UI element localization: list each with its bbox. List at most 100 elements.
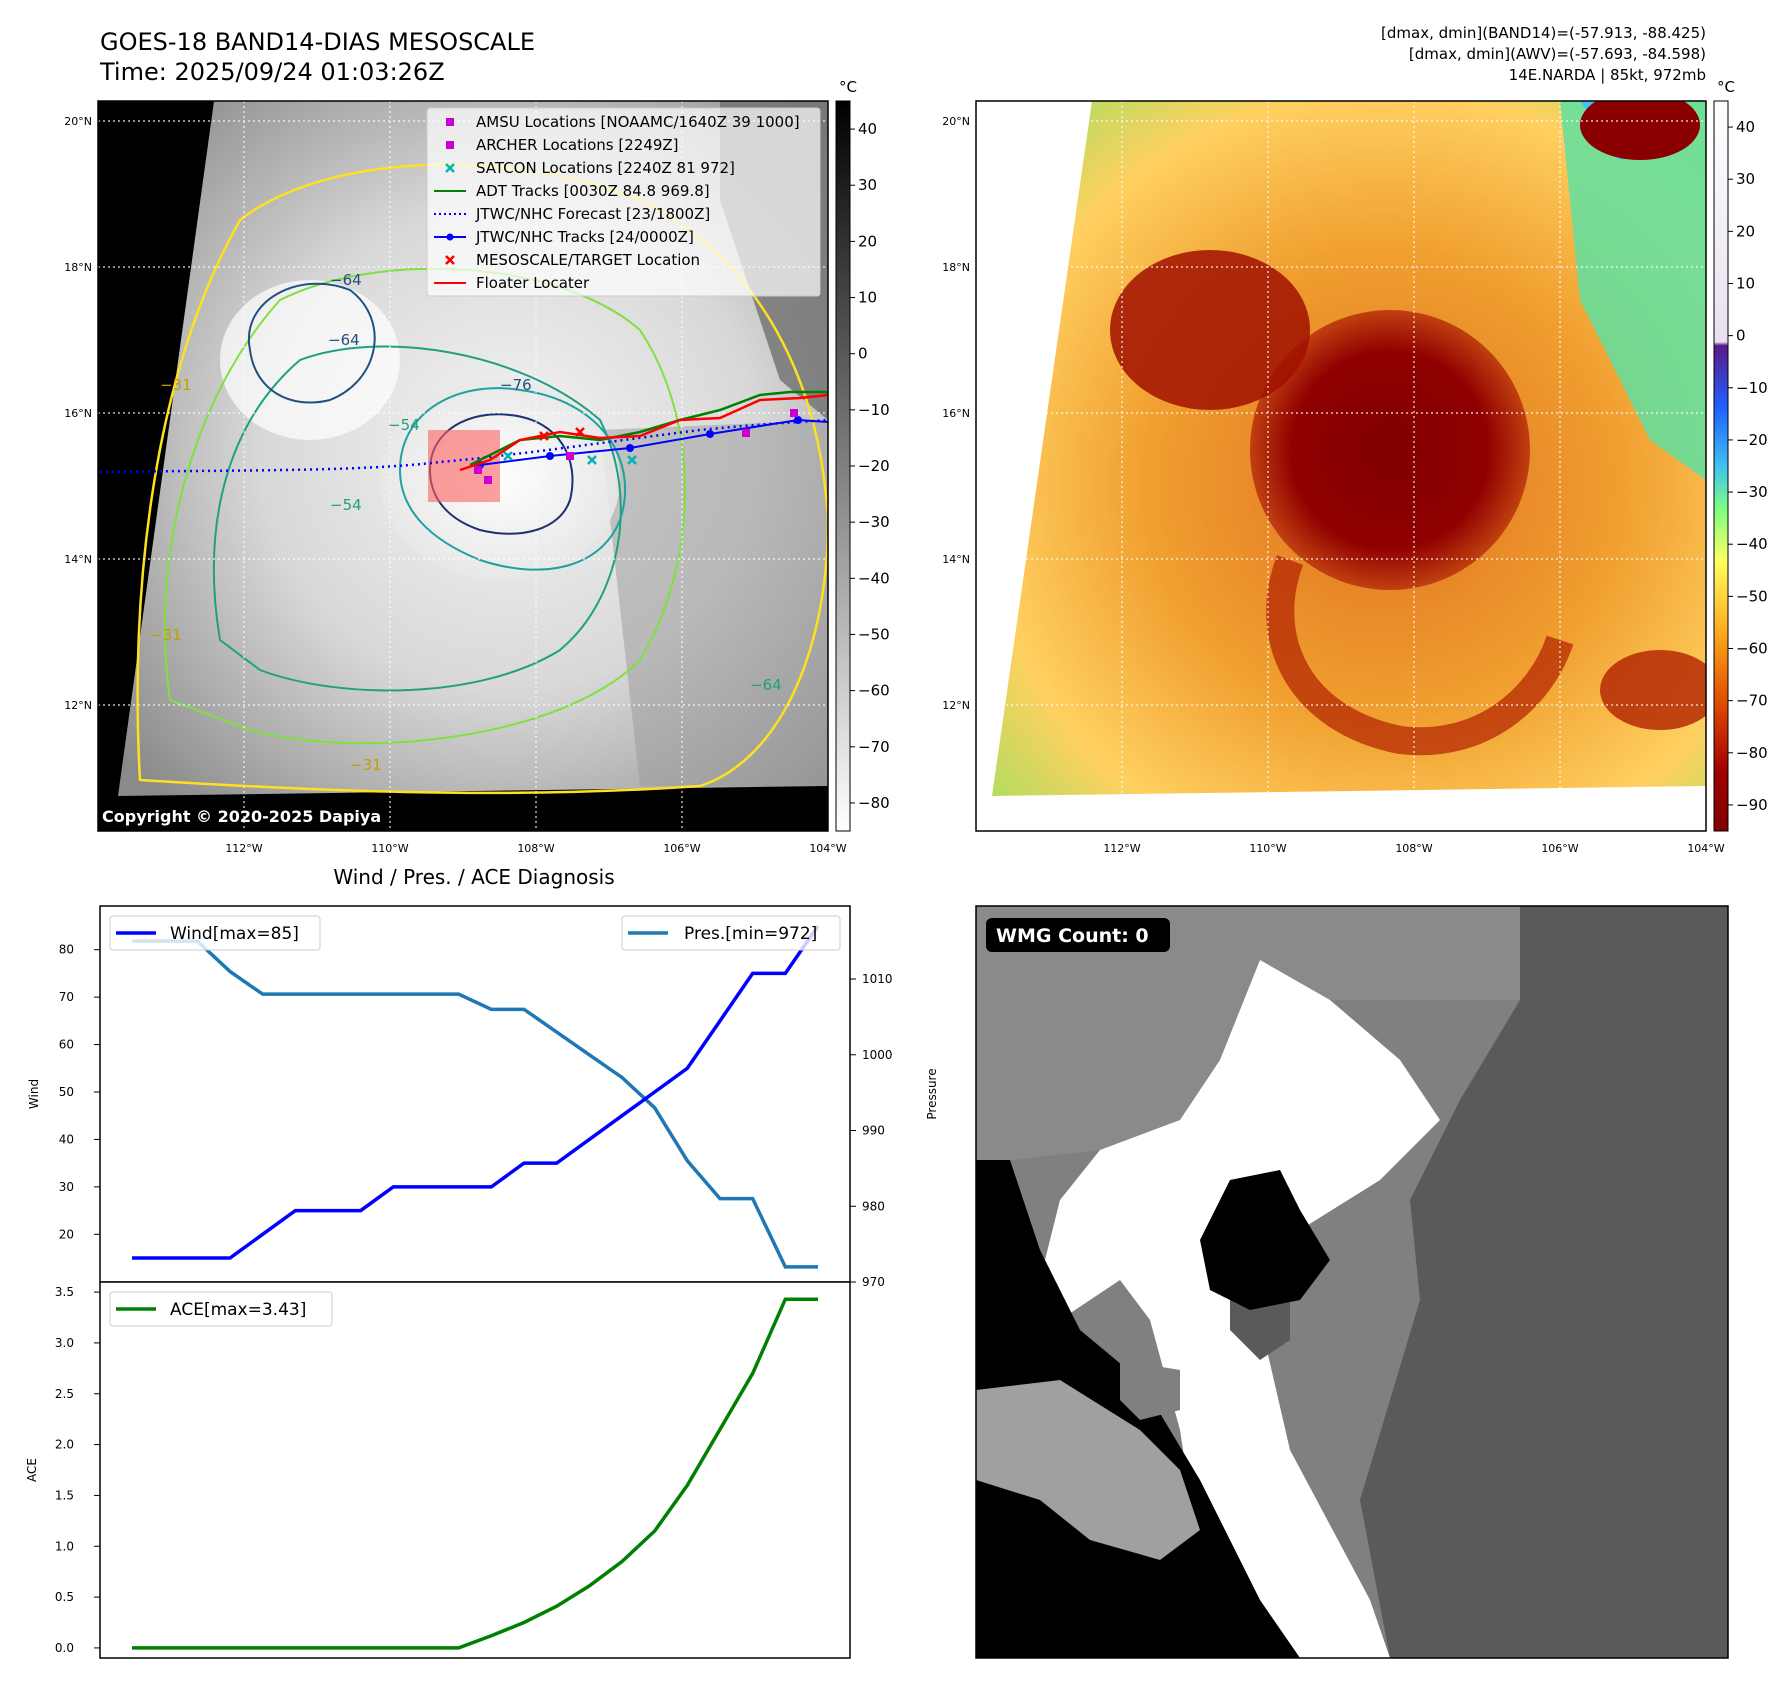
gray-colorbar-tick-label: 30	[858, 176, 877, 194]
gray-colorbar: °C 40 30 20 10 0 −10 −20 −30 −40 −50 −60 −70 −80	[835, 78, 890, 832]
lon-label: 112°W	[1103, 842, 1140, 855]
legend-label: JTWC/NHC Forecast [23/1800Z]	[475, 205, 710, 223]
pressure-axis-tick-label: 990	[862, 1124, 885, 1138]
color-colorbar-tick-label: −60	[1736, 640, 1768, 658]
floater-locater-track	[459, 393, 828, 472]
lon-label: 108°W	[517, 842, 554, 855]
contour-label: −54	[388, 416, 420, 434]
ace-axis-tick-label: 3.5	[55, 1285, 74, 1299]
map-legend-box	[426, 107, 821, 297]
ace-axis-tick-label: 1.5	[55, 1488, 74, 1502]
color-colorbar-tick-label: 40	[1736, 118, 1755, 136]
ir-map-panel: −76 −64 −64 −54 −54 −31 −31 −64 −31	[64, 100, 847, 855]
awv-map-frame	[975, 100, 1707, 832]
gray-colorbar-tick-label: −80	[858, 794, 890, 812]
pressure-axis-label: Pressure	[925, 1068, 939, 1119]
contour-label: −31	[150, 626, 182, 644]
legend-label: AMSU Locations [NOAAMC/1640Z 39 1000]	[476, 113, 800, 131]
wind-axis-tick-label: 20	[59, 1227, 74, 1241]
wmg-lightgray-patch	[976, 1380, 1200, 1560]
wind-legend-box	[109, 915, 321, 951]
gray-colorbar-tick-label: 20	[858, 232, 877, 250]
ace-legend: ACE[max=3.43]	[109, 1291, 333, 1327]
legend-marker	[446, 141, 454, 149]
ace-axis-label: ACE	[25, 1458, 39, 1482]
wmg-black-core	[1200, 1170, 1330, 1310]
ace-axis-tick-label: 2.0	[55, 1438, 74, 1452]
gray-colorbar-tick-label: 10	[858, 289, 877, 307]
info-line-2: [dmax, dmin](AWV)=(-57.693, -84.598)	[1409, 45, 1706, 63]
gray-colorbar-tick-label: −50	[858, 625, 890, 643]
awv-cold-cloud	[1110, 250, 1310, 410]
contour-minus31	[136, 163, 828, 795]
wind-axis-tick-label: 80	[59, 943, 74, 957]
wmg-darkgray-east	[1360, 906, 1728, 1658]
color-colorbar-tick-label: −50	[1736, 587, 1768, 605]
lat-label: 18°N	[64, 261, 92, 274]
awv-spiral-band	[1266, 555, 1574, 756]
color-colorbar-tick-label: −80	[1736, 744, 1768, 762]
color-colorbar-tick-label: −30	[1736, 483, 1768, 501]
contour-label: −64	[330, 271, 362, 289]
ace-axis-tick-label: 3.0	[55, 1336, 74, 1350]
contour-label: −64	[328, 331, 360, 349]
awv-map-panel: 20°N 18°N 16°N 14°N 12°N 112°W 110°W 108…	[942, 100, 1725, 855]
wmg-panel: WMG Count: 0	[975, 905, 1729, 1659]
wmg-mid-patch	[1120, 1360, 1180, 1420]
copyright-text: Copyright © 2020-2025 Dapiya	[102, 807, 381, 826]
contour-minus76	[428, 413, 574, 535]
contour-minus64-north	[247, 282, 376, 404]
lat-label: 12°N	[64, 699, 92, 712]
gray-colorbar-tick-label: 40	[858, 120, 877, 138]
lat-label: 20°N	[942, 115, 970, 128]
gray-colorbar-tick-label: −60	[858, 682, 890, 700]
wind-axis-tick-label: 40	[59, 1132, 74, 1146]
info-line-1: [dmax, dmin](BAND14)=(-57.913, -88.425)	[1381, 24, 1706, 42]
color-colorbar-tick-label: −40	[1736, 535, 1768, 553]
lon-label: 106°W	[1541, 842, 1578, 855]
legend-label: ARCHER Locations [2249Z]	[476, 136, 679, 154]
legend-label: ADT Tracks [0030Z 84.8 969.8]	[476, 182, 710, 200]
gray-colorbar-tick-label: −10	[858, 401, 890, 419]
lon-label: 110°W	[371, 842, 408, 855]
lat-label: 18°N	[942, 261, 970, 274]
info-line-3: 14E.NARDA | 85kt, 972mb	[1509, 66, 1706, 84]
legend-marker	[445, 255, 455, 265]
wind-axis-label: Wind	[27, 1079, 41, 1109]
color-colorbar-tick-label: 20	[1736, 222, 1755, 240]
lon-label: 106°W	[663, 842, 700, 855]
awv-cold-north	[1580, 101, 1700, 160]
wind-legend: Wind[max=85]	[109, 915, 321, 951]
legend-marker-dot	[446, 233, 454, 241]
wind-axis-tick-label: 30	[59, 1180, 74, 1194]
legend-label: MESOSCALE/TARGET Location	[476, 251, 700, 269]
contour-label: −64	[750, 676, 782, 694]
pressure-axis-tick-label: 1010	[862, 972, 893, 986]
ir-outer-region	[600, 420, 828, 786]
pressure-legend-label: Pres.[min=972]	[684, 924, 817, 944]
color-colorbar: °C 40 30 20 10 0 −10 −20 −30 −40 −50 −60 −70 −80 −90	[1713, 78, 1768, 832]
lon-label: 104°W	[809, 842, 846, 855]
wind-axis-tick-label: 70	[59, 990, 74, 1004]
gray-colorbar-tick-label: −30	[858, 513, 890, 531]
lat-label: 12°N	[942, 699, 970, 712]
lat-label: 16°N	[942, 407, 970, 420]
contour-label: −31	[160, 376, 192, 394]
ace-legend-box	[109, 1291, 333, 1327]
wind-axis-tick-label: 50	[59, 1085, 74, 1099]
pressure-legend: Pres.[min=972]	[621, 915, 841, 951]
contour-label: −31	[350, 756, 382, 774]
pressure-axis-tick-label: 980	[862, 1199, 885, 1213]
color-colorbar-tick-label: −70	[1736, 692, 1768, 710]
pressure-series-line	[132, 939, 818, 1269]
lon-label: 112°W	[225, 842, 262, 855]
lon-label: 108°W	[1395, 842, 1432, 855]
legend-label: JTWC/NHC Tracks [24/0000Z]	[475, 228, 694, 246]
awv-moist-region	[1560, 101, 1706, 480]
diagnosis-title: Wind / Pres. / ACE Diagnosis	[333, 865, 614, 889]
ace-axis-tick-label: 1.0	[55, 1539, 74, 1553]
gray-colorbar-bar	[835, 100, 851, 832]
color-colorbar-tick-label: −90	[1736, 796, 1768, 814]
target-location-points	[539, 427, 585, 441]
